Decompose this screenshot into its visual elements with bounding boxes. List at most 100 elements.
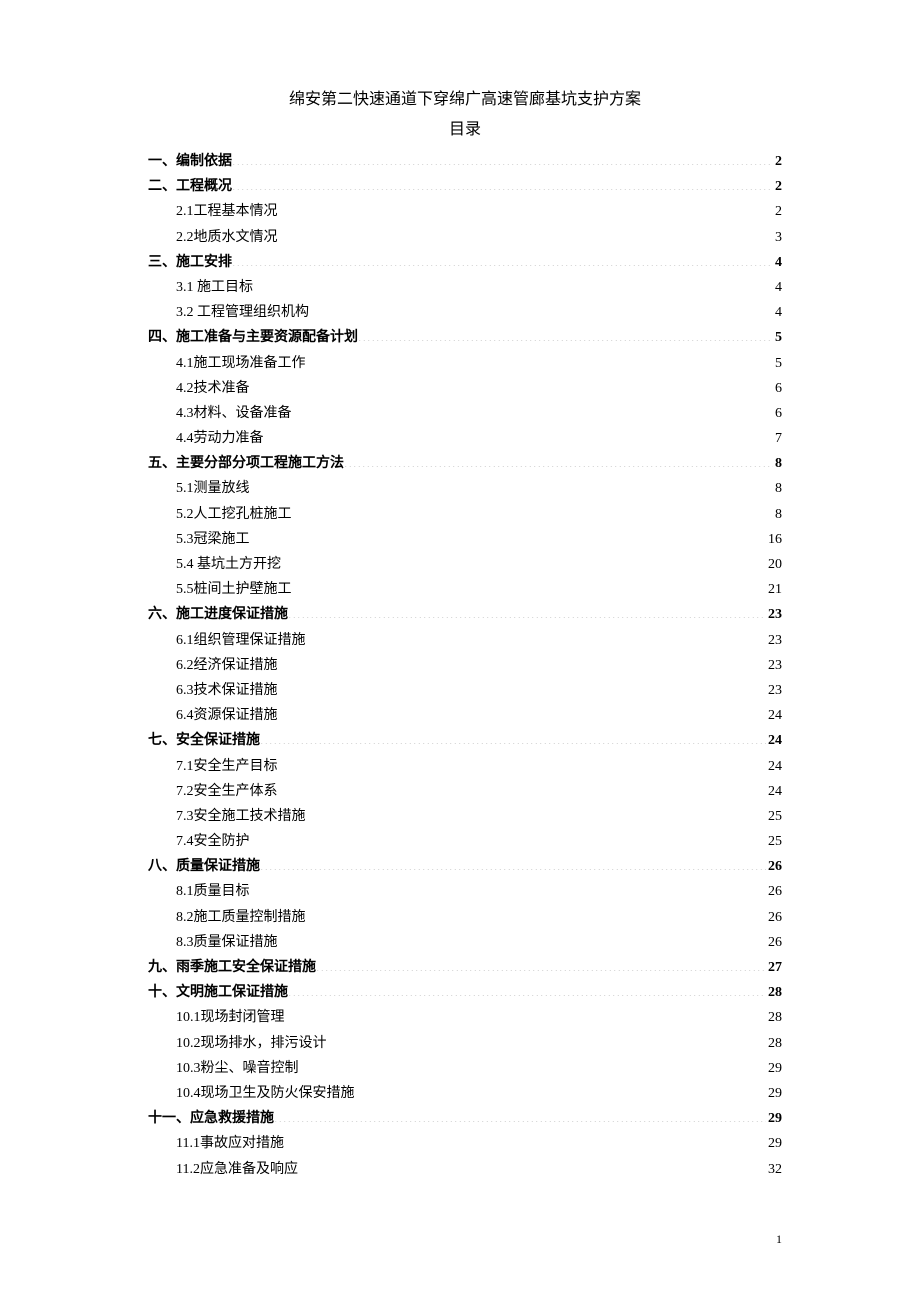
toc-page: 7 (773, 426, 782, 451)
toc-leader (274, 1108, 766, 1122)
toc-entry[interactable]: 6.3技术保证措施 23 (148, 678, 782, 703)
toc-entry[interactable]: 4.1施工现场准备工作5 (148, 351, 782, 376)
toc-label: 文明施工保证措施 (176, 980, 288, 1005)
toc-prefix: 六、 (148, 602, 176, 627)
toc-entry[interactable]: 8.2施工质量控制措施26 (148, 905, 782, 930)
toc-leader (250, 378, 774, 392)
toc-entry[interactable]: 10.4现场卫生及防火保安措施29 (148, 1081, 782, 1106)
toc-label: 7.1安全生产目标 (176, 754, 278, 779)
toc-leader (284, 1133, 766, 1147)
toc-entry[interactable]: 五、主要分部分项工程施工方法8 (148, 451, 782, 476)
toc-entry[interactable]: 7.4安全防护25 (148, 829, 782, 854)
toc-page: 8 (773, 502, 782, 527)
toc-entry[interactable]: 10.1现场封闭管理 28 (148, 1005, 782, 1030)
toc-entry[interactable]: 11.1事故应对措施29 (148, 1131, 782, 1156)
toc-label: 6.4资源保证措施 (176, 703, 278, 728)
toc-leader (232, 151, 773, 165)
toc-entry[interactable]: 二、 工程概况2 (148, 174, 782, 199)
toc-leader (288, 982, 766, 996)
toc-leader (358, 327, 773, 341)
toc-page: 23 (766, 653, 782, 678)
toc-entry[interactable]: 4.2技术准备6 (148, 376, 782, 401)
toc-leader (306, 630, 767, 644)
toc-page: 29 (766, 1081, 782, 1106)
toc-label: 7.4安全防护 (176, 829, 250, 854)
toc-label: 5.2人工挖孔桩施工 (176, 502, 292, 527)
toc-page: 28 (766, 1031, 782, 1056)
toc-leader (278, 655, 767, 669)
toc-label: 施工安排 (176, 250, 232, 275)
toc-entry[interactable]: 7.1安全生产目标 24 (148, 754, 782, 779)
toc-entry[interactable]: 十一、应急救援措施29 (148, 1106, 782, 1131)
toc-entry[interactable]: 5.3冠梁施工16 (148, 527, 782, 552)
toc-entry[interactable]: 十、 文明施工保证措施28 (148, 980, 782, 1005)
toc-entry[interactable]: 一、编制依据2 (148, 149, 782, 174)
table-of-contents: 一、编制依据2二、 工程概况22.1工程基本情况22.2地质水文情况3三、施工安… (148, 149, 782, 1182)
toc-label: 6.2经济保证措施 (176, 653, 278, 678)
toc-page: 24 (766, 754, 782, 779)
toc-entry[interactable]: 10.2现场排水，排污设计 28 (148, 1031, 782, 1056)
toc-entry[interactable]: 7.2安全生产体系24 (148, 779, 782, 804)
toc-entry[interactable]: 4.4劳动力准备7 (148, 426, 782, 451)
toc-entry[interactable]: 3.1 施工目标4 (148, 275, 782, 300)
toc-entry[interactable]: 3.2 工程管理组织机构 4 (148, 300, 782, 325)
toc-entry[interactable]: 8.1质量目标26 (148, 879, 782, 904)
toc-entry[interactable]: 四、施工准备与主要资源配备计划5 (148, 325, 782, 350)
toc-prefix: 四、 (148, 325, 176, 350)
toc-page: 32 (766, 1157, 782, 1182)
toc-leader (299, 1058, 767, 1072)
toc-label: 应急救援措施 (190, 1106, 274, 1131)
toc-entry[interactable]: 5.5桩间土护壁施工21 (148, 577, 782, 602)
toc-label: 10.2现场排水，排污设计 (176, 1031, 327, 1056)
toc-entry[interactable]: 三、施工安排4 (148, 250, 782, 275)
toc-leader (260, 856, 766, 870)
toc-entry[interactable]: 8.3质量保证措施26 (148, 930, 782, 955)
toc-prefix: 一、 (148, 149, 176, 174)
toc-entry[interactable]: 七、安全保证措施24 (148, 728, 782, 753)
toc-leader (281, 554, 766, 568)
toc-entry[interactable]: 2.2地质水文情况3 (148, 225, 782, 250)
toc-entry[interactable]: 6.1组织管理保证措施23 (148, 628, 782, 653)
toc-entry[interactable]: 7.3安全施工技术措施 25 (148, 804, 782, 829)
toc-label: 6.3技术保证措施 (176, 678, 278, 703)
toc-label: 3.2 工程管理组织机构 (176, 300, 309, 325)
toc-entry[interactable]: 11.2应急准备及响应32 (148, 1157, 782, 1182)
toc-entry[interactable]: 六、施工进度保证措施23 (148, 602, 782, 627)
toc-page: 2 (773, 174, 782, 199)
toc-page: 23 (766, 678, 782, 703)
toc-leader (285, 1007, 767, 1021)
toc-page: 8 (773, 451, 782, 476)
toc-label: 施工进度保证措施 (176, 602, 288, 627)
toc-entry[interactable]: 10.3粉尘、噪音控制29 (148, 1056, 782, 1081)
toc-leader (264, 428, 774, 442)
toc-leader (292, 504, 774, 518)
toc-entry[interactable]: 八、质量保证措施26 (148, 854, 782, 879)
toc-prefix: 五、 (148, 451, 176, 476)
toc-prefix: 八、 (148, 854, 176, 879)
toc-page: 28 (766, 1005, 782, 1030)
toc-page: 4 (773, 300, 782, 325)
toc-entry[interactable]: 5.1测量放线8 (148, 476, 782, 501)
toc-leader (278, 680, 767, 694)
toc-entry[interactable]: 5.2人工挖孔桩施工 8 (148, 502, 782, 527)
toc-label: 10.1现场封闭管理 (176, 1005, 285, 1030)
toc-leader (250, 478, 774, 492)
toc-label: 安全保证措施 (176, 728, 260, 753)
toc-entry[interactable]: 2.1工程基本情况2 (148, 199, 782, 224)
toc-prefix: 七、 (148, 728, 176, 753)
toc-page: 26 (766, 879, 782, 904)
toc-entry[interactable]: 6.2经济保证措施 23 (148, 653, 782, 678)
toc-page: 8 (773, 476, 782, 501)
toc-label: 7.3安全施工技术措施 (176, 804, 306, 829)
toc-label: 8.3质量保证措施 (176, 930, 278, 955)
toc-entry[interactable]: 5.4 基坑土方开挖20 (148, 552, 782, 577)
toc-page: 21 (766, 577, 782, 602)
toc-leader (292, 579, 767, 593)
toc-entry[interactable]: 6.4资源保证措施24 (148, 703, 782, 728)
toc-page: 29 (766, 1056, 782, 1081)
toc-entry[interactable]: 九、雨季施工安全保证措施27 (148, 955, 782, 980)
toc-page: 27 (766, 955, 782, 980)
toc-entry[interactable]: 4.3材料、设备准备6 (148, 401, 782, 426)
toc-page: 23 (766, 628, 782, 653)
toc-page: 25 (766, 804, 782, 829)
